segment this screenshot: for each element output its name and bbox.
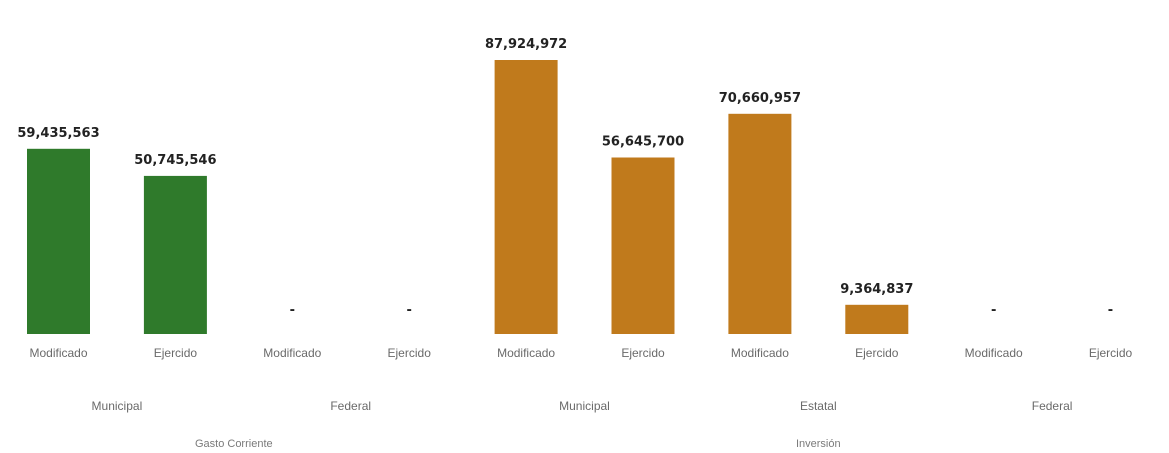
x-tick-labels: Modificado Ejercido Modificado Ejercido Modi… xyxy=(29,346,1132,360)
data-label-5: 56,645,700 xyxy=(602,135,684,150)
x-tick-label-2: Modificado xyxy=(263,346,321,360)
x-tick-label-1: Ejercido xyxy=(154,346,198,360)
x-tick-label-4: Modificado xyxy=(497,346,555,360)
data-label-9: - xyxy=(1108,303,1113,318)
subgroup-label-2: Municipal xyxy=(559,399,610,413)
data-labels: 59,435,563 50,745,546 - - 87,924,972 56,645,7… xyxy=(17,37,1113,318)
bar-4 xyxy=(494,60,558,334)
x-tick-label-6: Modificado xyxy=(731,346,789,360)
data-label-6: 70,660,957 xyxy=(719,91,801,106)
category-label-0: Gasto Corriente xyxy=(195,438,273,450)
x-tick-label-9: Ejercido xyxy=(1089,346,1133,360)
subgroup-label-3: Estatal xyxy=(800,399,837,413)
x-tick-label-8: Modificado xyxy=(965,346,1023,360)
x-tick-label-3: Ejercido xyxy=(388,346,432,360)
bar-6 xyxy=(728,113,792,334)
x-tick-label-0: Modificado xyxy=(29,346,87,360)
data-label-0: 59,435,563 xyxy=(17,126,99,141)
x-tick-label-5: Ejercido xyxy=(621,346,665,360)
x-tick-label-7: Ejercido xyxy=(855,346,899,360)
bar-1 xyxy=(143,175,207,334)
data-label-7: 9,364,837 xyxy=(840,282,913,297)
bars xyxy=(27,60,909,334)
data-label-4: 87,924,972 xyxy=(485,37,567,52)
subgroup-label-4: Federal xyxy=(1032,399,1073,413)
data-label-3: - xyxy=(406,303,411,318)
group-labels: Gasto Corriente Inversión xyxy=(195,438,841,450)
subgroup-label-1: Federal xyxy=(330,399,371,413)
data-label-8: - xyxy=(991,303,996,318)
subgroup-labels: Municipal Federal Municipal Estatal Federal xyxy=(92,399,1073,413)
bar-5 xyxy=(611,157,675,334)
bar-0 xyxy=(27,148,90,334)
data-label-1: 50,745,546 xyxy=(134,153,216,168)
bar-7 xyxy=(845,304,909,334)
subgroup-label-0: Municipal xyxy=(92,399,143,413)
category-label-1: Inversión xyxy=(796,438,841,450)
data-label-2: - xyxy=(290,303,295,318)
